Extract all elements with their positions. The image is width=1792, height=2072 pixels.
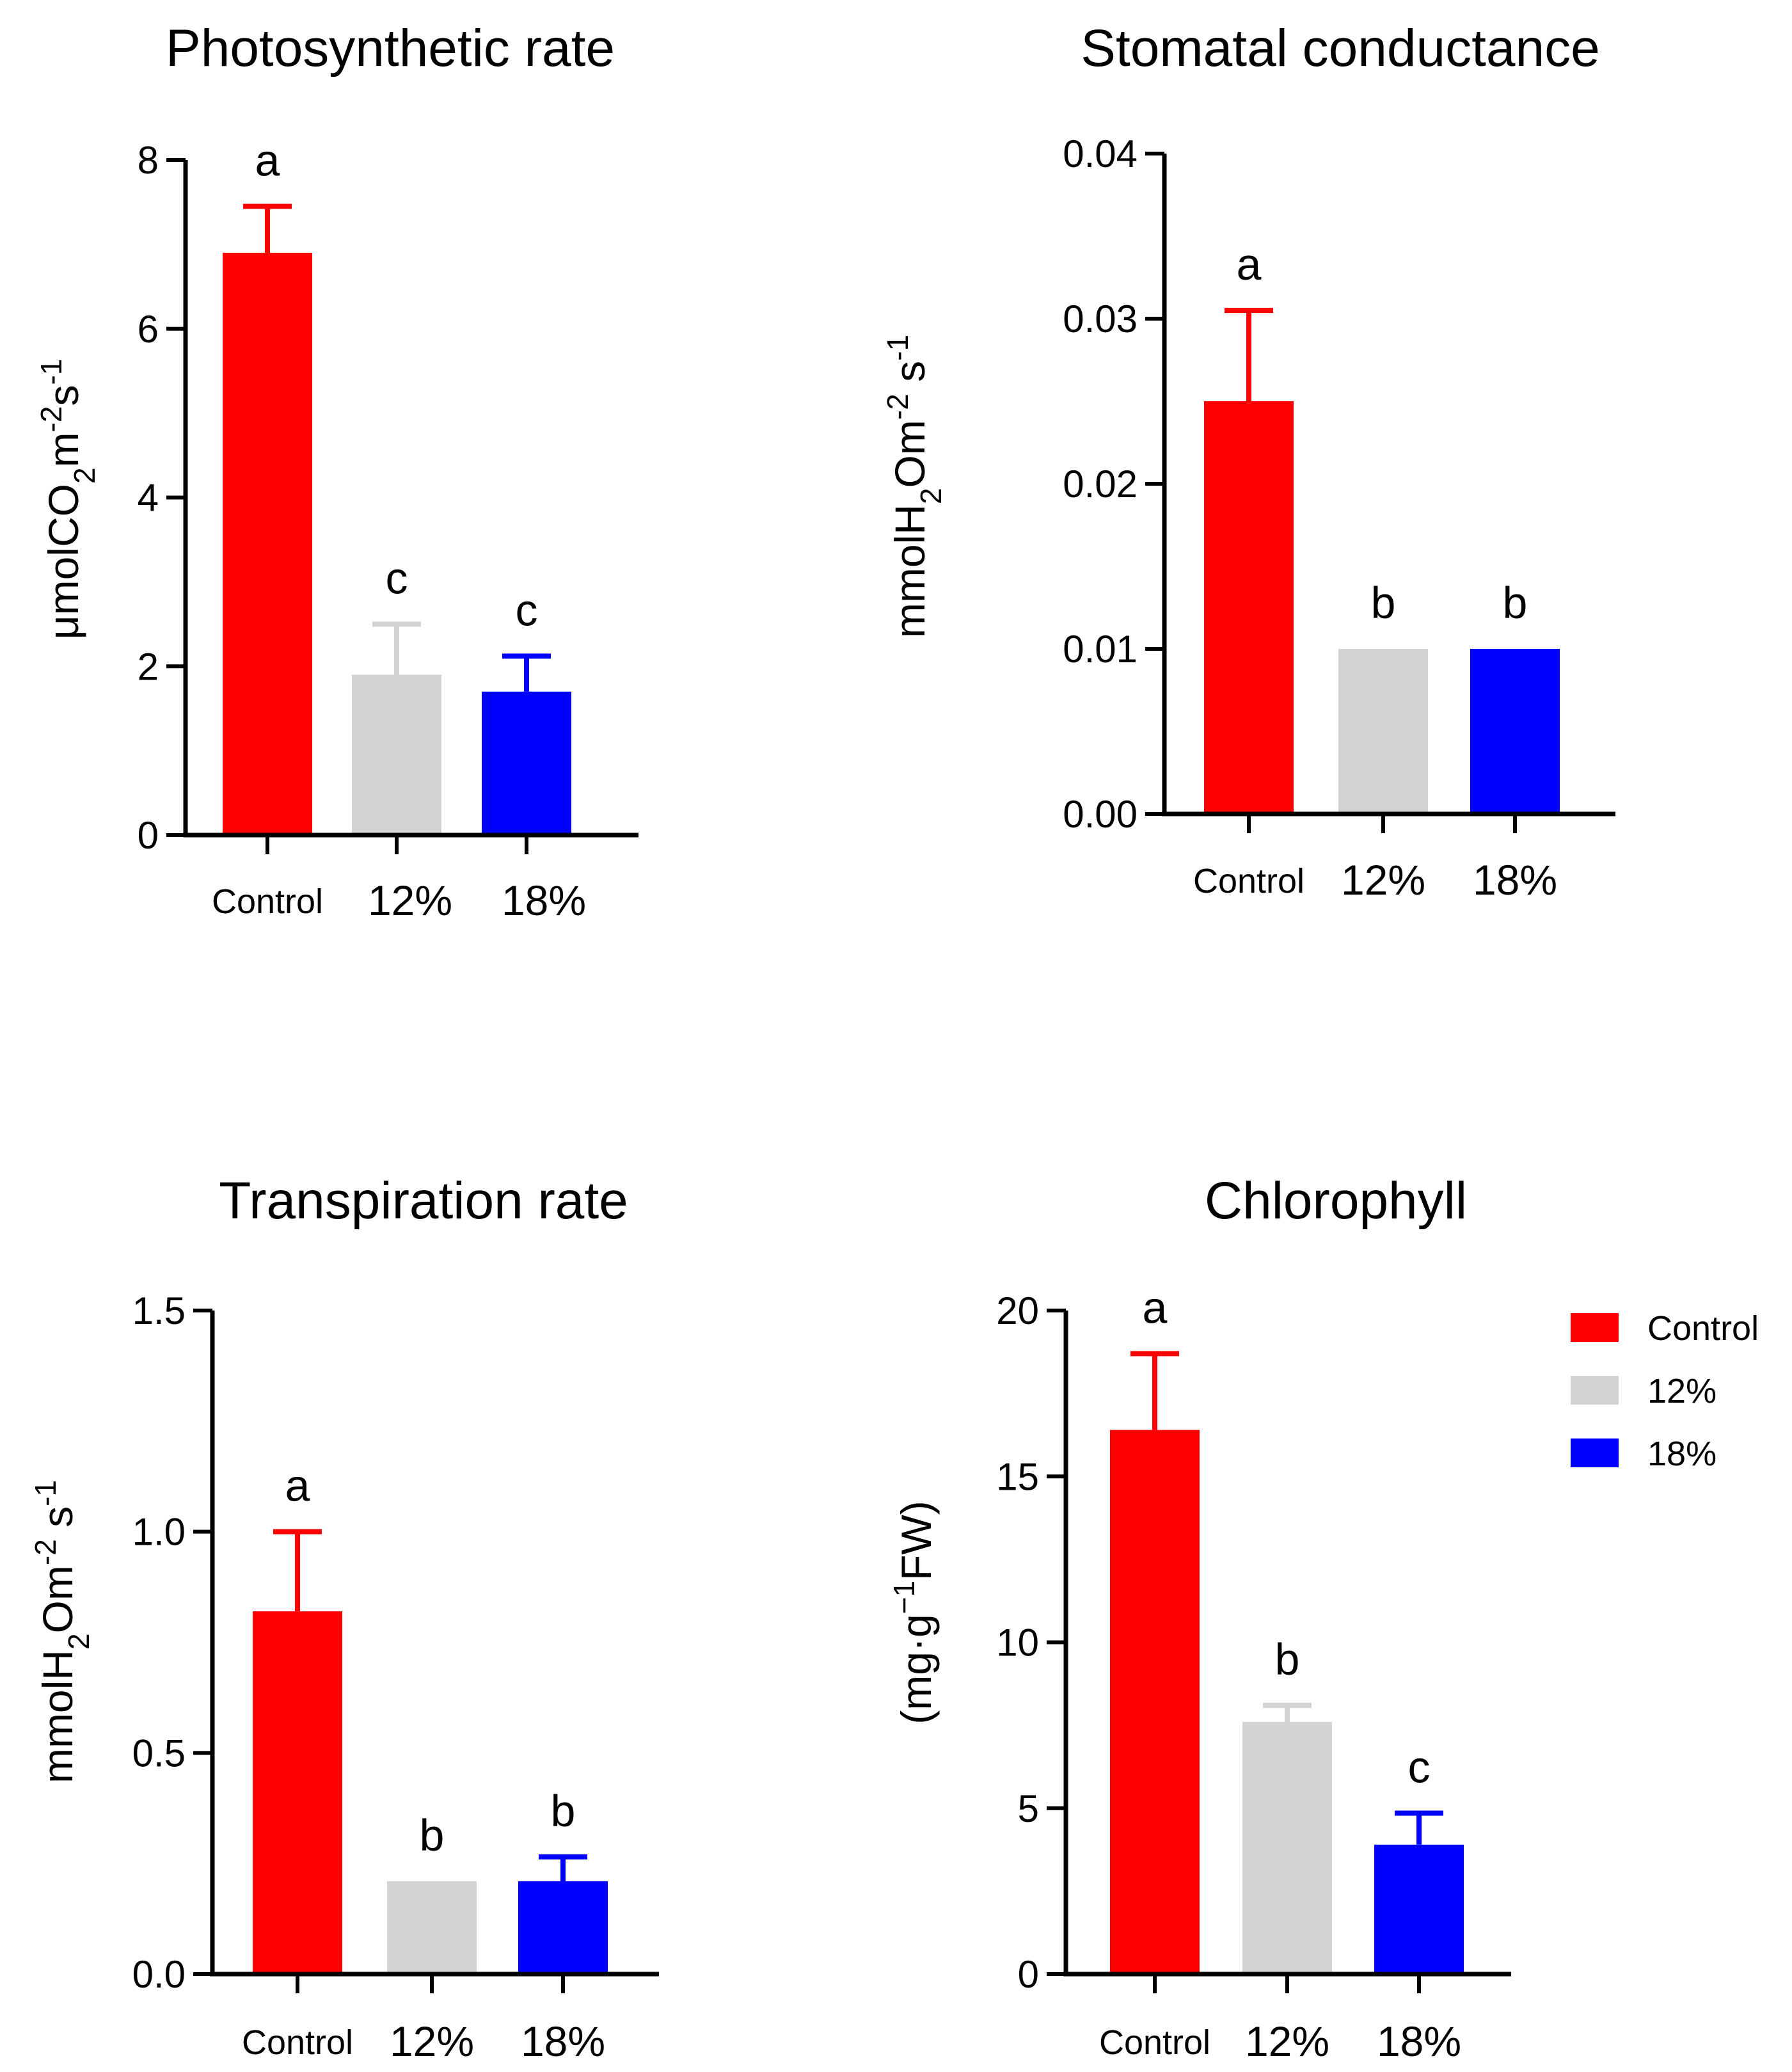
legend-label-12pct: 12% bbox=[1647, 1372, 1717, 1410]
y-tick-label: 10 bbox=[996, 1622, 1039, 1664]
significance-letter-12pct: c bbox=[386, 553, 408, 603]
significance-letter-control: a bbox=[285, 1461, 310, 1511]
x-tick-label-control: Control bbox=[1193, 862, 1304, 900]
y-axis-label: mmolH2Om-2 s-1 bbox=[881, 335, 948, 638]
bar-control bbox=[1110, 1430, 1200, 1974]
y-tick-label: 15 bbox=[996, 1455, 1039, 1498]
x-tick-label-18pct: 18% bbox=[1377, 2018, 1461, 2065]
chart-title: Chlorophyll bbox=[1205, 1172, 1467, 1230]
y-tick-label: 0.01 bbox=[1063, 628, 1138, 671]
y-tick-label: 5 bbox=[1018, 1787, 1039, 1830]
legend-swatch-12pct bbox=[1571, 1376, 1619, 1405]
panel-chlorophyll: Chlorophyll (mg·g−1FW) a b c 0 5 10 15 20 Cont… bbox=[887, 1172, 1511, 2065]
y-axis-label: (mg·g−1FW) bbox=[887, 1501, 940, 1724]
significance-letter-12pct: b bbox=[1371, 578, 1396, 628]
significance-letter-18pct: c bbox=[1408, 1742, 1431, 1792]
x-tick-label-control: Control bbox=[1099, 2023, 1210, 2062]
significance-letter-18pct: b bbox=[1503, 578, 1528, 628]
x-tick-label-12pct: 12% bbox=[1341, 856, 1425, 904]
bar-12pct bbox=[387, 1881, 477, 1974]
y-tick-label: 6 bbox=[138, 308, 159, 351]
y-tick-label: 0.00 bbox=[1063, 793, 1138, 836]
bar-12pct bbox=[1338, 649, 1428, 814]
y-axis-label: mmolH2Om-2 s-1 bbox=[29, 1480, 95, 1783]
y-tick-label: 0 bbox=[1018, 1953, 1039, 1996]
y-tick-label: 4 bbox=[138, 477, 159, 520]
y-axis-label: μmolCO2m-2s-1 bbox=[35, 359, 101, 640]
y-tick-label: 0 bbox=[138, 814, 159, 857]
significance-letter-control: a bbox=[1143, 1282, 1168, 1332]
legend-label-control: Control bbox=[1647, 1309, 1759, 1348]
x-tick-label-control: Control bbox=[242, 2023, 353, 2062]
bar-control bbox=[1204, 401, 1294, 814]
y-tick-label: 0.5 bbox=[132, 1732, 186, 1774]
bar-18pct bbox=[518, 1881, 608, 1974]
y-tick-label: 20 bbox=[996, 1289, 1039, 1332]
x-tick-label-control: Control bbox=[212, 882, 323, 921]
y-tick-label: 1.5 bbox=[132, 1289, 186, 1332]
x-tick-label-12pct: 12% bbox=[1245, 2018, 1329, 2065]
chart-title: Stomatal conductance bbox=[1081, 19, 1599, 77]
bar-12pct bbox=[1242, 1721, 1332, 1974]
significance-letter-18pct: b bbox=[551, 1786, 576, 1836]
bar-12pct bbox=[352, 674, 441, 835]
legend: Control 12% 18% bbox=[1571, 1309, 1759, 1473]
panel-photosynthetic-rate: Photosynthetic rate μmolCO2m-2s-1 a c c 0 2… bbox=[35, 19, 638, 924]
x-tick-label-12pct: 12% bbox=[368, 877, 452, 924]
legend-swatch-18pct bbox=[1571, 1438, 1619, 1467]
significance-letter-control: a bbox=[1237, 239, 1262, 289]
significance-letter-12pct: b bbox=[420, 1810, 445, 1860]
x-tick-label-18pct: 18% bbox=[1473, 856, 1557, 904]
y-tick-label: 0.04 bbox=[1063, 132, 1138, 175]
y-tick-label: 0.0 bbox=[132, 1953, 186, 1996]
y-tick-label: 2 bbox=[138, 645, 159, 688]
legend-label-18pct: 18% bbox=[1647, 1435, 1717, 1473]
bar-18pct bbox=[1470, 649, 1560, 814]
x-tick-label-12pct: 12% bbox=[390, 2018, 474, 2065]
y-tick-label: 1.0 bbox=[132, 1511, 186, 1554]
significance-letter-18pct: c bbox=[516, 585, 538, 635]
panel-stomatal-conductance: Stomatal conductance mmolH2Om-2 s-1 ab b … bbox=[881, 19, 1615, 904]
panel-transpiration-rate: Transpiration rate mmolH2Om-2 s-1 a b b 0.… bbox=[29, 1172, 659, 2065]
y-tick-label: 0.02 bbox=[1063, 463, 1138, 506]
x-tick-label-18pct: 18% bbox=[521, 2018, 605, 2065]
bar-control bbox=[223, 253, 312, 835]
bar-18pct bbox=[482, 691, 571, 835]
y-tick-label: 0.03 bbox=[1063, 298, 1138, 340]
x-tick-label-18pct: 18% bbox=[502, 877, 586, 924]
chart-title: Photosynthetic rate bbox=[166, 19, 615, 77]
chart-title: Transpiration rate bbox=[219, 1172, 628, 1230]
legend-swatch-control bbox=[1571, 1313, 1619, 1342]
significance-letter-control: a bbox=[255, 136, 280, 186]
significance-letter-12pct: b bbox=[1275, 1634, 1300, 1684]
y-tick-label: 8 bbox=[138, 139, 159, 182]
bar-control bbox=[253, 1611, 342, 1974]
bar-18pct bbox=[1374, 1844, 1464, 1974]
